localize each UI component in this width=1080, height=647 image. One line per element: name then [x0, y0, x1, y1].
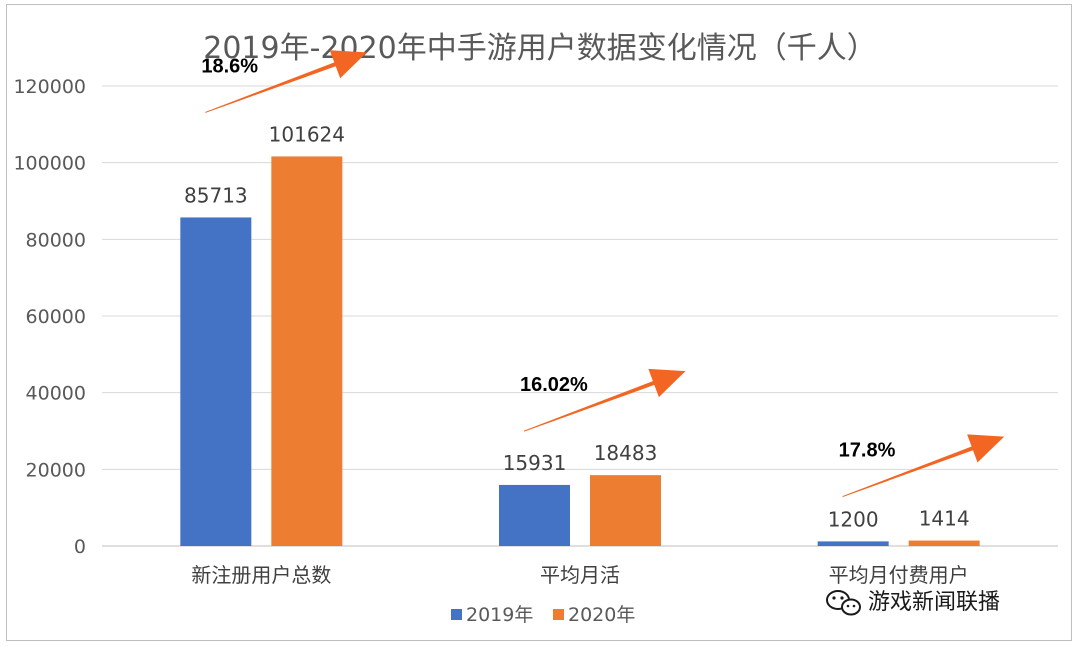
y-tick-label: 100000 [13, 153, 86, 175]
gridlines [102, 85, 1058, 547]
bar [590, 475, 661, 546]
category-label: 新注册用户总数 [191, 563, 331, 587]
x-axis-categories: 新注册用户总数 平均月活 平均月付费用户 [191, 563, 968, 587]
bar [817, 541, 889, 546]
bar [271, 156, 343, 546]
growth-arrow [842, 434, 1005, 497]
y-tick-label: 20000 [26, 459, 86, 481]
y-tick-label: 60000 [26, 306, 86, 328]
legend-swatch [451, 609, 462, 620]
y-tick-label: 0 [74, 536, 86, 558]
bar [908, 540, 980, 546]
watermark: 游戏新闻联播 [826, 590, 1000, 616]
category-label: 平均月活 [540, 563, 620, 587]
legend-label: 2020年 [568, 604, 635, 626]
legend-label: 2019年 [466, 604, 533, 626]
y-tick-label: 80000 [26, 229, 86, 251]
y-tick-label: 120000 [13, 76, 86, 98]
growth-annotations: 18.6% 16.02% 17.8% [201, 50, 1005, 497]
growth-arrow [523, 368, 686, 432]
watermark-text: 游戏新闻联播 [868, 590, 1000, 615]
wechat-icon [826, 590, 861, 616]
legend-swatch [553, 609, 564, 620]
data-label: 1200 [828, 507, 879, 531]
growth-label: 16.02% [520, 374, 588, 396]
growth-arrow [205, 50, 367, 113]
data-label: 85713 [184, 183, 248, 207]
category-label: 平均月付费用户 [829, 563, 969, 587]
data-label: 18483 [594, 441, 658, 465]
bar [499, 484, 570, 546]
growth-label: 18.6% [201, 55, 258, 77]
bars [180, 156, 980, 546]
data-label: 15931 [503, 451, 567, 475]
data-label: 1414 [919, 507, 970, 531]
data-labels: 85713 101624 15931 18483 1200 1414 [184, 122, 970, 531]
y-tick-label: 40000 [26, 383, 86, 405]
chart-title: 2019年-2020年中手游用户数据变化情况（千人） [203, 31, 877, 66]
legend: 2019年 2020年 [451, 604, 635, 626]
y-axis-ticks: 0 20000 40000 60000 80000 100000 120000 [13, 76, 86, 558]
data-label: 101624 [269, 122, 345, 146]
growth-label: 17.8% [839, 440, 896, 462]
bar [180, 217, 252, 546]
